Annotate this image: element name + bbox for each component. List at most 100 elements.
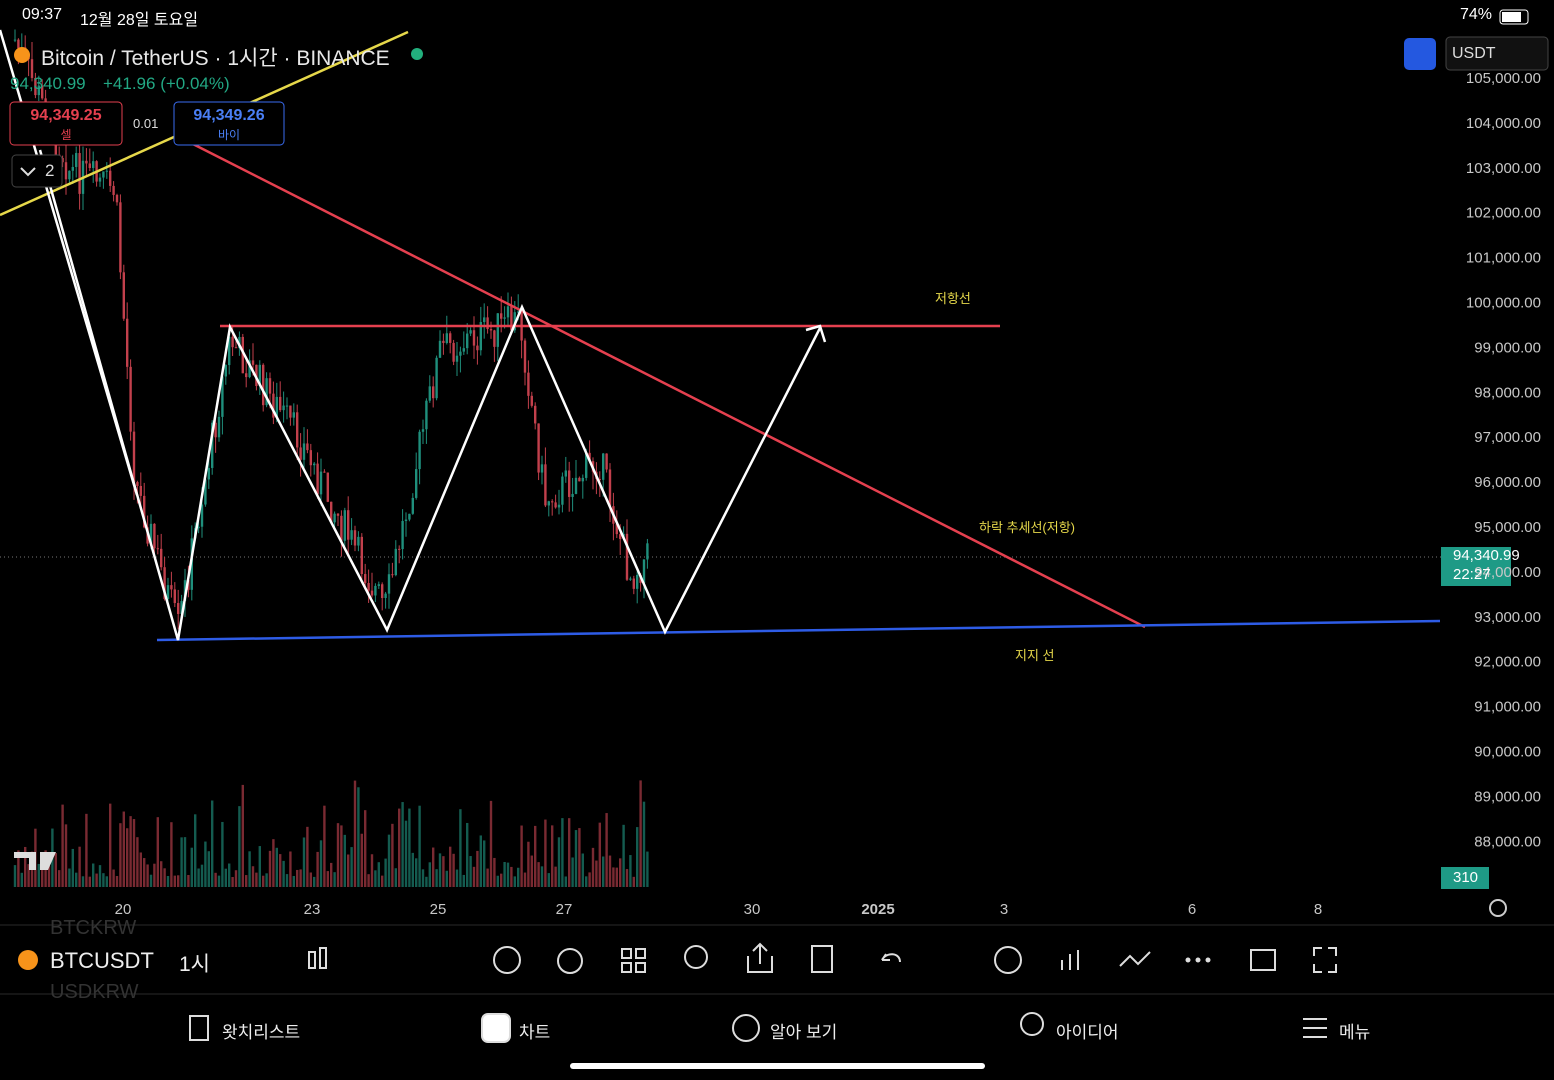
indicator-toggle[interactable] xyxy=(11,154,63,188)
buy-label[interactable]: 바이 xyxy=(217,128,241,142)
countdown: 22:27 xyxy=(1453,566,1491,583)
sell-button[interactable] xyxy=(9,101,123,146)
nav-item[interactable]: 차트 xyxy=(519,1023,551,1042)
tool-icon[interactable] xyxy=(1313,947,1337,973)
candle-body xyxy=(391,574,394,576)
volume-bar xyxy=(534,825,537,887)
tool-icon[interactable] xyxy=(557,948,583,974)
candle-body xyxy=(282,405,285,411)
nav-item[interactable]: 메뉴 xyxy=(1339,1023,1371,1042)
candle-body xyxy=(547,501,550,506)
candle-body xyxy=(30,59,34,78)
sell-price[interactable]: 94,349.25 xyxy=(30,107,102,124)
tool-icon[interactable] xyxy=(881,953,901,963)
price-tick-label: 104,000.00 xyxy=(1466,115,1541,132)
candle-body xyxy=(200,504,204,527)
currency[interactable]: USDT xyxy=(1452,45,1496,62)
volume-bar xyxy=(486,868,489,887)
volume-bar xyxy=(605,813,608,887)
tool-icon[interactable] xyxy=(621,948,632,959)
dot xyxy=(1185,957,1191,963)
candle-body xyxy=(506,306,510,318)
candle-body xyxy=(13,39,17,41)
toolbar-icons xyxy=(189,942,1337,1043)
candle-body xyxy=(574,477,578,494)
tool-icon[interactable] xyxy=(1119,951,1151,967)
tool-icon[interactable] xyxy=(493,946,521,974)
volume-bar xyxy=(282,860,285,887)
volume-bar xyxy=(143,858,146,887)
candle-body xyxy=(381,584,384,598)
settings-icon[interactable] xyxy=(1489,899,1507,917)
tool-icon[interactable] xyxy=(994,946,1022,974)
candle-body xyxy=(221,376,224,417)
candle-body xyxy=(350,530,353,540)
market-status xyxy=(411,48,423,60)
candle-body xyxy=(449,333,452,343)
candle-body xyxy=(432,386,435,399)
buy-button[interactable] xyxy=(173,101,285,146)
tool-icon[interactable] xyxy=(308,951,316,969)
volume-bar xyxy=(279,854,282,887)
volume-bar xyxy=(238,806,241,887)
nav-item[interactable]: 아이디어 xyxy=(1056,1023,1119,1042)
volume-bar xyxy=(615,867,618,887)
sell-label[interactable]: 셀 xyxy=(60,128,72,142)
tool-icon[interactable] xyxy=(684,945,708,969)
volume-bar xyxy=(374,870,377,887)
candle-body xyxy=(353,530,357,546)
volume-bar xyxy=(265,873,268,887)
volume-bar xyxy=(289,851,292,887)
tool-icon[interactable] xyxy=(635,962,646,973)
tool-icon[interactable] xyxy=(635,948,646,959)
candle-body xyxy=(119,202,122,273)
currency-select[interactable] xyxy=(1445,36,1549,71)
volume-bar xyxy=(500,873,503,887)
volume-bar xyxy=(309,872,312,887)
volume-bar xyxy=(639,780,642,887)
candle-body xyxy=(404,519,408,521)
toolbar-symbol[interactable]: BTCUSDT xyxy=(50,948,154,974)
buy-price[interactable]: 94,349.26 xyxy=(193,107,265,124)
tool-icon[interactable] xyxy=(1250,949,1276,971)
volume-bar xyxy=(139,852,142,887)
candle-body xyxy=(523,340,527,373)
price-tick-label: 101,000.00 xyxy=(1466,250,1541,267)
volume-bar xyxy=(136,837,139,887)
volume-bar xyxy=(92,863,95,887)
volume-bar xyxy=(527,841,530,887)
toolbar-interval[interactable]: 1시 xyxy=(179,953,210,976)
volume-bar xyxy=(20,872,23,887)
current-price: 94,340.99 xyxy=(1453,547,1520,564)
tool-icon[interactable] xyxy=(319,947,327,969)
tool-icon[interactable] xyxy=(1061,950,1079,970)
volume-bar xyxy=(411,852,414,887)
candle-body xyxy=(551,501,554,503)
volume-bar xyxy=(503,861,506,887)
candle-body xyxy=(486,317,489,330)
candle-body xyxy=(228,336,231,366)
tool-icon[interactable] xyxy=(747,942,773,973)
volume-bar xyxy=(166,875,170,887)
volume-bar xyxy=(109,803,112,887)
volume-bar xyxy=(194,814,197,887)
candle-body xyxy=(530,395,533,406)
volume-bar xyxy=(68,868,71,887)
tool-icon[interactable] xyxy=(621,962,632,973)
tool-icon[interactable] xyxy=(811,945,833,973)
nav-item[interactable]: 알아 보기 xyxy=(770,1023,838,1042)
candle-body xyxy=(370,590,374,596)
candle-body xyxy=(241,336,244,374)
candle-body xyxy=(466,333,469,349)
nav-item[interactable]: 왓치리스트 xyxy=(222,1023,301,1042)
sync-button[interactable] xyxy=(1404,38,1436,70)
price-tick-label: 91,000.00 xyxy=(1474,699,1541,716)
price-tick-label: 94,000.00 xyxy=(1474,564,1541,581)
candle-body xyxy=(527,372,530,396)
volume-bar xyxy=(54,853,57,887)
nav-icon xyxy=(732,1014,760,1042)
battery-level xyxy=(1502,12,1521,22)
indicator-count[interactable]: 2 xyxy=(45,161,55,180)
volume-bar xyxy=(564,876,567,887)
volume-bar xyxy=(398,808,401,887)
